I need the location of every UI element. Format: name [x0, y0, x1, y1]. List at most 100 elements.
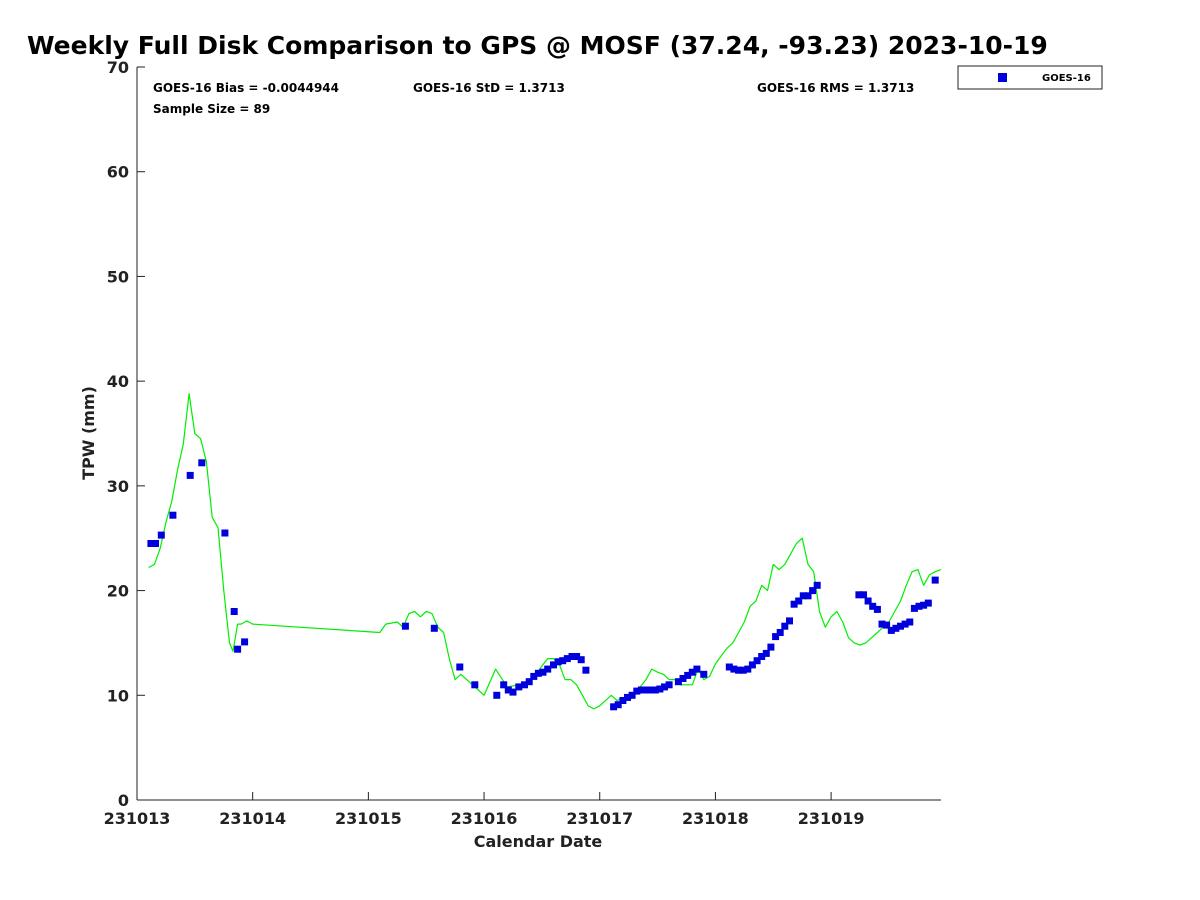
data-point-goes-16 [762, 649, 770, 657]
x-tick-label: 231019 [798, 809, 865, 828]
bias-stat: GOES-16 Bias = -0.0044944 [153, 81, 339, 95]
data-point-goes-16 [521, 681, 528, 689]
x-tick-label: 231017 [566, 809, 633, 828]
data-point-goes-16 [693, 665, 701, 673]
data-point-goes-16 [157, 531, 165, 539]
data-point-goes-16 [758, 653, 766, 660]
data-point-goes-16 [610, 703, 618, 711]
data-point-goes-16 [241, 638, 249, 646]
data-point-goes-16 [656, 685, 664, 693]
data-point-goes-16 [198, 459, 206, 467]
data-point-goes-16 [887, 626, 895, 634]
legend-box [957, 65, 1103, 90]
data-point-goes-16 [776, 629, 784, 636]
data-point-goes-16 [647, 686, 655, 694]
y-tick-label: 40 [107, 372, 129, 391]
std-stat: GOES-16 StD = 1.3713 [413, 81, 565, 95]
data-point-goes-16 [883, 621, 891, 629]
data-point-goes-16 [554, 658, 562, 666]
data-point-goes-16 [624, 693, 631, 701]
sample-size-stat: Sample Size = 89 [153, 102, 270, 116]
data-point-goes-16 [614, 701, 622, 709]
y-tick-label: 50 [107, 267, 129, 286]
data-point-goes-16 [628, 691, 636, 699]
data-point-goes-16 [809, 587, 817, 595]
x-tick-label: 231016 [451, 809, 518, 828]
data-point-goes-16 [813, 581, 821, 589]
data-point-goes-16 [665, 681, 673, 689]
y-tick-label: 60 [107, 163, 129, 182]
data-point-goes-16 [504, 686, 512, 694]
data-point-goes-16 [684, 671, 692, 679]
data-point-goes-16 [700, 670, 708, 678]
data-point-goes-16 [772, 633, 780, 641]
data-point-goes-16 [869, 602, 877, 610]
data-point-goes-16 [781, 622, 789, 630]
data-point-goes-16 [892, 624, 900, 632]
data-point-goes-16 [471, 681, 479, 689]
data-point-goes-16 [169, 511, 177, 519]
data-point-goes-16 [147, 540, 155, 547]
data-point-goes-16 [401, 622, 409, 630]
data-point-goes-16 [577, 656, 585, 664]
data-point-goes-16 [493, 691, 501, 699]
data-point-goes-16 [878, 620, 886, 628]
legend-marker-goes-16 [998, 73, 1007, 82]
data-point-goes-16 [568, 653, 576, 660]
chart-title: Weekly Full Disk Comparison to GPS @ MOS… [27, 31, 1048, 60]
data-point-goes-16 [430, 624, 438, 632]
data-point-goes-16 [915, 602, 923, 610]
rms-stat: GOES-16 RMS = 1.3713 [757, 81, 914, 95]
series-line-gps [148, 393, 942, 710]
data-point-goes-16 [152, 540, 159, 547]
data-point-goes-16 [910, 604, 918, 612]
legend-label-goes-16: GOES-16 [1042, 73, 1091, 84]
data-point-goes-16 [767, 643, 775, 651]
legend: GOES-16 [957, 65, 1103, 90]
data-point-goes-16 [221, 529, 229, 537]
data-point-goes-16 [864, 597, 872, 605]
data-point-goes-16 [873, 605, 881, 613]
data-point-goes-16 [573, 653, 581, 660]
data-point-goes-16 [550, 661, 557, 669]
y-axis-label: TPW (mm) [79, 386, 98, 480]
data-point-goes-16 [509, 688, 517, 696]
data-point-goes-16 [753, 657, 761, 665]
data-point-goes-16 [515, 683, 523, 691]
data-point-goes-16 [563, 655, 571, 663]
data-point-goes-16 [688, 668, 696, 676]
data-point-goes-16 [661, 683, 668, 691]
data-point-goes-16 [525, 678, 533, 686]
data-point-goes-16 [500, 681, 508, 689]
y-tick-label: 70 [107, 58, 129, 77]
data-point-goes-16 [739, 666, 747, 674]
data-point-goes-16 [860, 591, 867, 599]
data-point-goes-16 [725, 663, 733, 671]
x-tick-label: 231014 [219, 809, 286, 828]
data-point-goes-16 [642, 686, 650, 694]
data-point-goes-16 [559, 657, 567, 665]
data-point-goes-16 [920, 601, 928, 609]
data-point-goes-16 [633, 687, 641, 695]
data-point-goes-16 [931, 576, 939, 584]
x-tick-label: 231018 [682, 809, 749, 828]
data-point-goes-16 [539, 668, 547, 676]
data-point-goes-16 [544, 665, 552, 673]
data-point-goes-16 [674, 678, 682, 686]
data-point-goes-16 [786, 617, 793, 625]
data-point-goes-16 [906, 618, 914, 626]
data-point-goes-16 [582, 666, 590, 674]
data-point-goes-16 [795, 597, 803, 605]
y-tick-label: 0 [118, 791, 129, 810]
data-point-goes-16 [799, 592, 807, 600]
data-point-goes-16 [230, 608, 238, 615]
data-point-goes-16 [456, 663, 464, 671]
data-point-goes-16 [897, 622, 904, 630]
data-point-goes-16 [744, 665, 752, 673]
data-point-goes-16 [855, 591, 863, 599]
y-tick-label: 20 [107, 582, 129, 601]
data-point-goes-16 [730, 665, 738, 673]
data-point-goes-16 [651, 686, 659, 694]
data-point-goes-16 [804, 592, 812, 600]
data-point-goes-16 [534, 669, 542, 677]
